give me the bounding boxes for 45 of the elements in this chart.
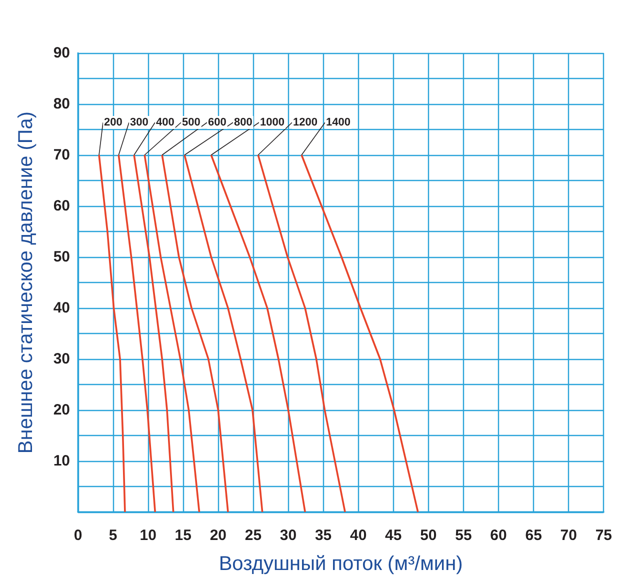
text: 1000 — [260, 116, 285, 128]
line-series — [161, 154, 229, 513]
text: 800 — [234, 116, 252, 128]
x-tick-label: 45 — [385, 527, 402, 544]
x-tick-label: 15 — [174, 527, 192, 544]
text: 1400 — [326, 116, 351, 128]
x-tick-label: 70 — [560, 527, 577, 544]
y-tick-label: 10 — [53, 452, 70, 470]
x-tick-label: 30 — [280, 527, 297, 544]
x-tick-label: 35 — [314, 527, 332, 544]
x-tick-label: 10 — [140, 527, 156, 544]
line-series — [300, 154, 419, 513]
x-tick-label: 25 — [244, 527, 262, 544]
y-axis-title: Внешнее статическое давление (Па) — [15, 111, 37, 454]
y-tick-label: 80 — [53, 96, 70, 112]
y-tick-label: 60 — [53, 198, 70, 214]
y-tick-label: 70 — [53, 146, 70, 164]
line-series — [257, 154, 346, 513]
line-series — [184, 154, 264, 513]
x-tick-label: 40 — [350, 527, 367, 544]
x-tick-label: 0 — [74, 527, 82, 544]
line-series — [210, 154, 306, 513]
y-tick-label: 20 — [53, 402, 70, 418]
x-tick-label: 60 — [490, 527, 507, 544]
text: 1200 — [293, 116, 318, 128]
y-tick-label: 40 — [53, 300, 70, 316]
text: 500 — [182, 116, 200, 128]
text: 300 — [130, 116, 148, 128]
x-tick-label: 65 — [525, 527, 542, 544]
x-axis-title: Воздушный поток (м³/мин) — [218, 553, 463, 575]
text: 200 — [104, 116, 122, 128]
line-series — [98, 154, 126, 513]
x-tick-label: 5 — [108, 527, 118, 544]
y-tick-label: 90 — [53, 44, 70, 62]
y-tick-label: 30 — [53, 350, 70, 368]
x-tick-label: 50 — [420, 527, 437, 544]
text: 600 — [208, 116, 226, 128]
line-series — [133, 154, 174, 513]
line-series — [118, 154, 156, 513]
x-tick-label: 55 — [455, 527, 472, 544]
line-series — [144, 154, 200, 513]
y-tick-label: 50 — [53, 248, 70, 266]
x-tick-label: 20 — [210, 527, 227, 544]
text: 400 — [156, 116, 174, 128]
x-tick-label: 75 — [595, 527, 612, 544]
